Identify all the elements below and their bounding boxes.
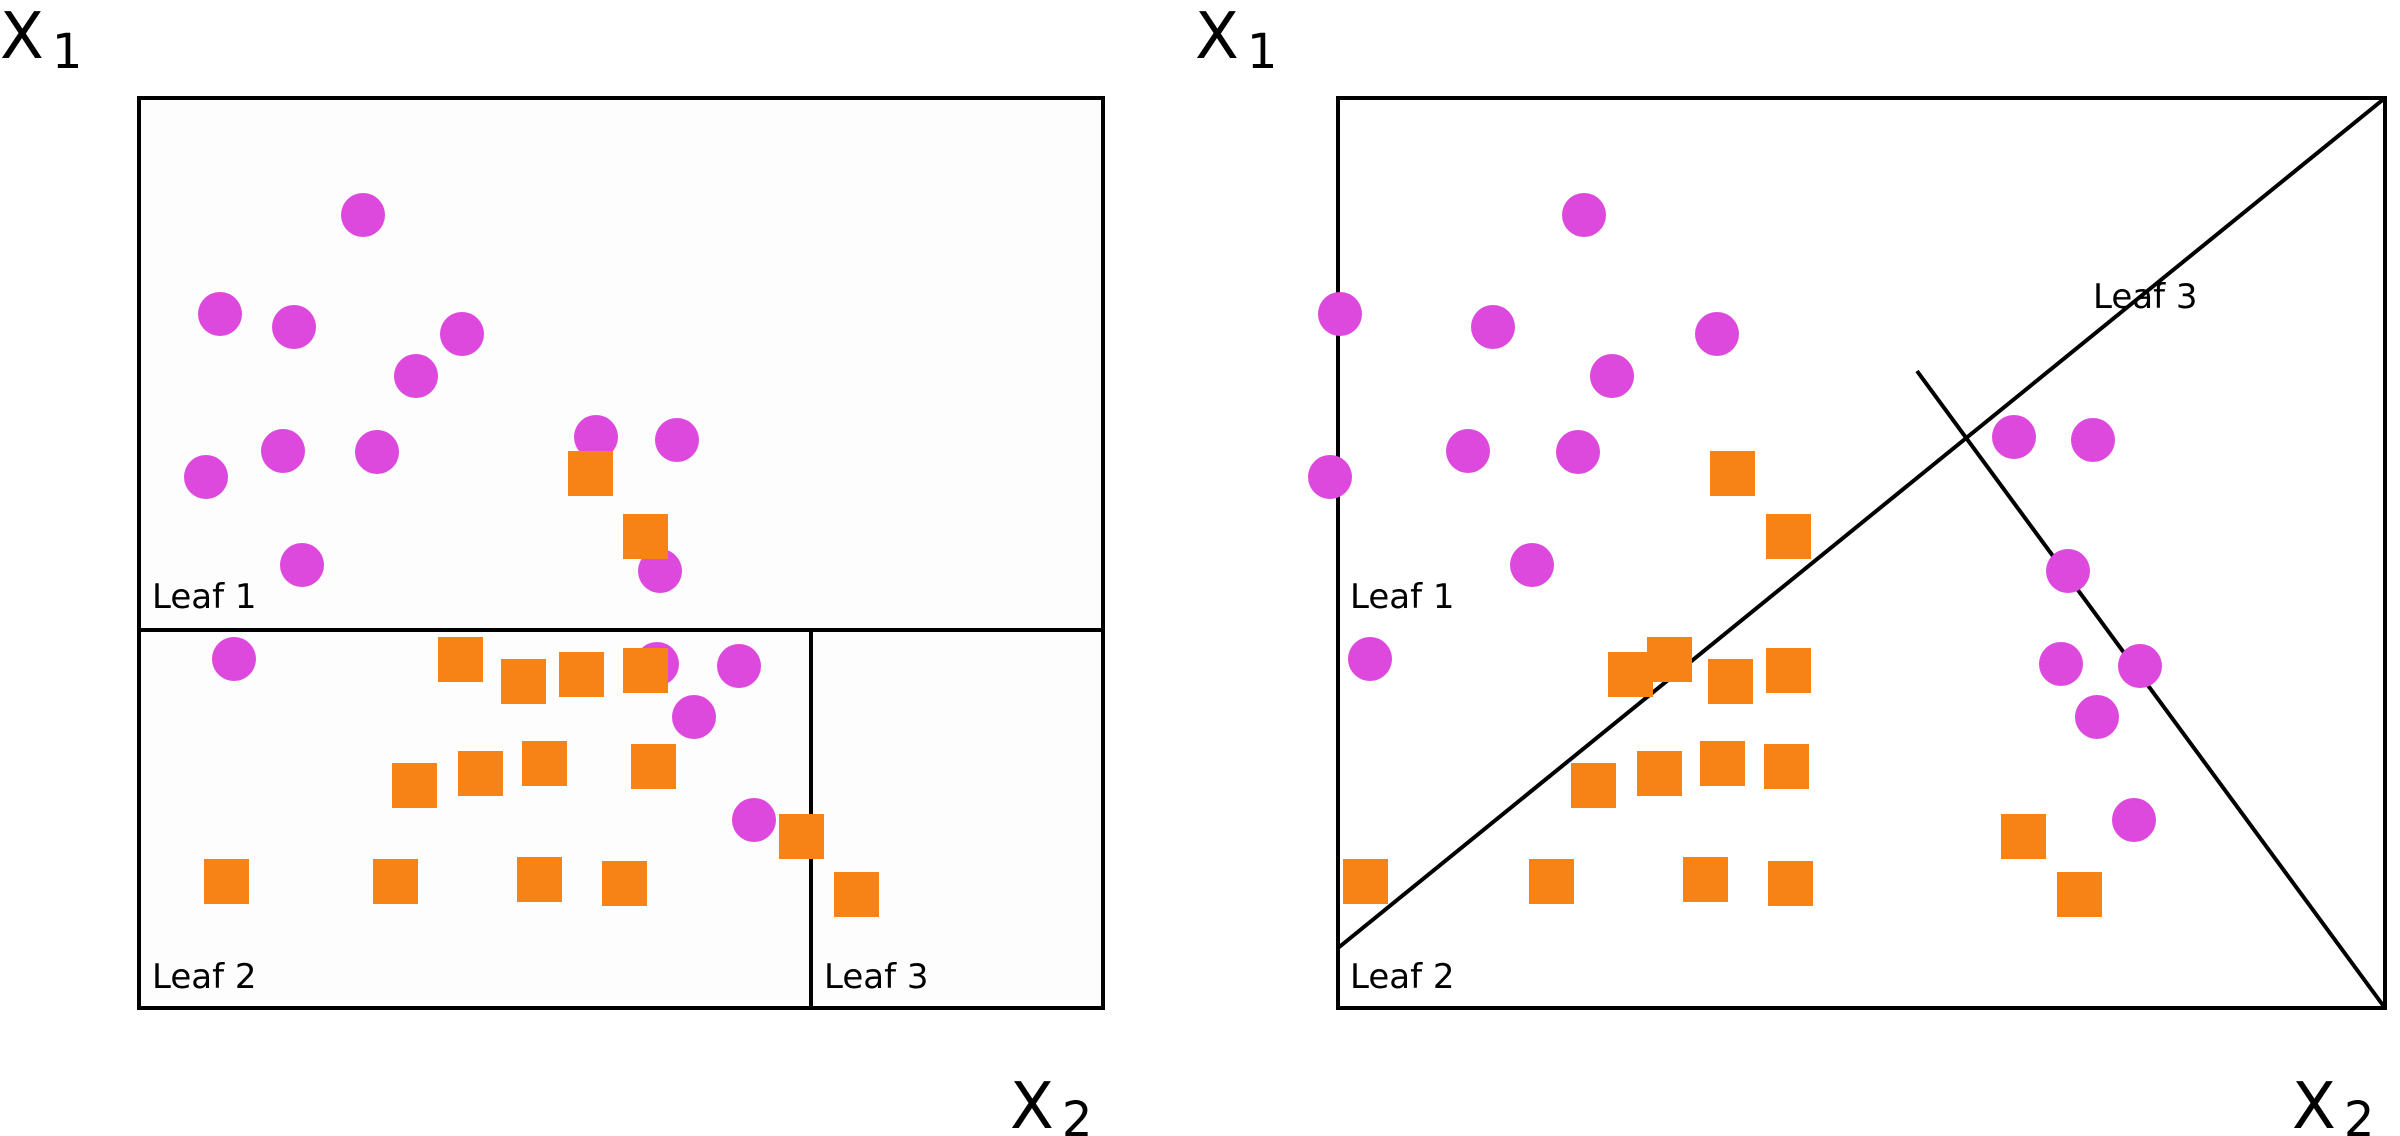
right-square-point-9 [1764,744,1809,789]
left-square-point-10 [204,859,249,904]
right-circle-point-13 [2039,642,2083,686]
left-square-point-5 [623,648,668,693]
left-square-point-15 [834,872,879,917]
right-circle-point-11 [2071,418,2115,462]
left-leaf-2-label: Leaf 2 [152,957,257,997]
right-circle-point-4 [1695,312,1739,356]
right-circle-point-15 [2075,695,2119,739]
left-square-point-7 [458,751,503,796]
right-circle-point-3 [1590,354,1634,398]
right-circle-point-14 [2118,644,2162,688]
right-circle-point-9 [1348,637,1392,681]
left-square-point-4 [559,652,604,697]
right-square-point-6 [1571,763,1616,808]
right-circle-point-5 [1446,429,1490,473]
left-circle-point-1 [198,292,242,336]
right-split-diagonal-1 [1336,96,2387,950]
left-square-point-14 [779,814,824,859]
left-circle-point-2 [272,305,316,349]
left-leaf-3-label: Leaf 3 [824,957,929,997]
left-square-point-8 [522,741,567,786]
left-circle-point-3 [394,354,438,398]
right-square-point-3 [1708,659,1753,704]
left-circle-point-8 [280,543,324,587]
left-square-point-13 [602,861,647,906]
left-square-point-1 [623,514,668,559]
right-circle-point-10 [1992,415,2036,459]
right-leaf-2-label: Leaf 2 [1350,957,1455,997]
left-circle-point-12 [212,637,256,681]
right-circle-point-1 [1318,292,1362,336]
right-square-point-10 [1343,859,1388,904]
right-circle-point-12 [2046,549,2090,593]
left-circle-point-9 [574,415,618,459]
right-circle-point-16 [2112,798,2156,842]
left-circle-point-7 [184,455,228,499]
left-circle-point-15 [672,695,716,739]
left-circle-point-6 [355,430,399,474]
left-circle-point-0 [341,193,385,237]
right-square-point-4 [1608,652,1653,697]
right-circle-point-2 [1471,305,1515,349]
left-square-point-9 [631,744,676,789]
left-circle-point-4 [440,312,484,356]
left-leaf-1-label: Leaf 1 [152,577,257,617]
right-square-point-8 [1700,741,1745,786]
left-square-point-6 [392,763,437,808]
right-circle-point-8 [1510,543,1554,587]
right-square-point-12 [1683,857,1728,902]
right-square-point-1 [1766,514,1811,559]
left-circle-point-16 [732,798,776,842]
left-square-point-2 [438,637,483,682]
right-circle-point-0 [1562,193,1606,237]
left-square-point-12 [517,857,562,902]
right-circle-point-6 [1556,430,1600,474]
right-square-point-2 [1647,637,1692,682]
right-square-point-14 [2001,814,2046,859]
right-square-point-15 [2057,872,2102,917]
right-circle-point-7 [1308,455,1352,499]
left-square-point-3 [501,659,546,704]
right-plot-frame [1336,96,2387,1010]
right-square-point-11 [1529,859,1574,904]
left-circle-point-14 [717,644,761,688]
left-square-point-11 [373,859,418,904]
right-square-point-5 [1766,648,1811,693]
right-split-diagonal-2 [1915,369,2387,1010]
left-circle-point-10 [655,418,699,462]
right-leaf-3-label: Leaf 3 [2093,277,2198,317]
left-circle-point-5 [261,429,305,473]
right-square-point-7 [1637,751,1682,796]
right-square-point-0 [1710,451,1755,496]
right-leaf-1-label: Leaf 1 [1350,577,1455,617]
left-circle-point-11 [638,549,682,593]
left-square-point-0 [568,451,613,496]
right-square-point-13 [1768,861,1813,906]
